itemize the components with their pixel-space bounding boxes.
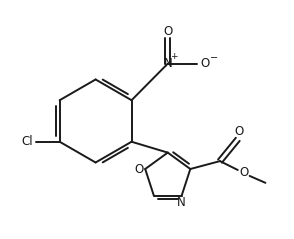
Text: N: N bbox=[177, 196, 186, 209]
Text: N: N bbox=[163, 57, 172, 70]
Text: O: O bbox=[234, 125, 243, 138]
Text: O: O bbox=[163, 25, 172, 38]
Text: O: O bbox=[135, 163, 144, 175]
Text: +: + bbox=[170, 52, 178, 61]
Text: O: O bbox=[201, 57, 210, 70]
Text: Cl: Cl bbox=[21, 135, 33, 148]
Text: −: − bbox=[210, 53, 218, 63]
Text: O: O bbox=[239, 166, 248, 179]
